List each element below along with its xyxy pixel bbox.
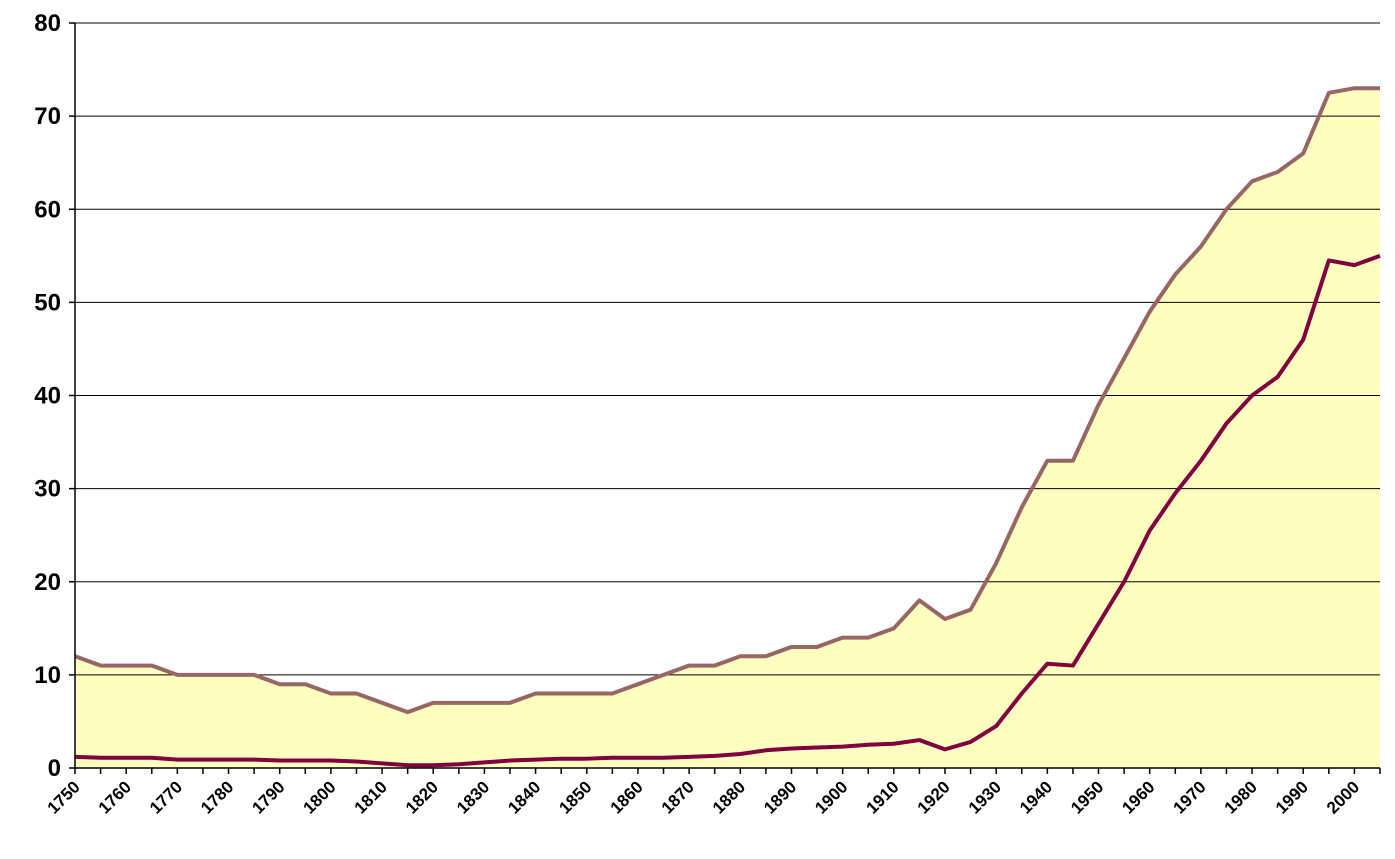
- x-tick-label: 1870: [658, 777, 698, 817]
- x-tick-label: 1850: [555, 777, 595, 817]
- x-tick-label: 1830: [453, 777, 493, 817]
- x-tick-label: 1750: [44, 777, 84, 817]
- y-tick-label: 80: [34, 10, 61, 37]
- y-tick-label: 0: [48, 755, 61, 782]
- x-tick-label: 1920: [914, 777, 954, 817]
- y-tick-label: 10: [34, 662, 61, 689]
- series-line-upper: [74, 86, 1380, 715]
- y-tick-label: 20: [34, 569, 61, 596]
- x-tick-label: 1760: [95, 777, 135, 817]
- x-tick-label: 1810: [351, 777, 391, 817]
- x-tick-label: 1990: [1272, 777, 1312, 817]
- x-tick-label: 1970: [1170, 777, 1210, 817]
- x-tick-label: 1910: [862, 777, 902, 817]
- x-tick-label: 1960: [1118, 777, 1158, 817]
- x-tick-label: 1950: [1067, 777, 1107, 817]
- x-tick-label: 1890: [760, 777, 800, 817]
- x-tick-label: 1980: [1221, 777, 1261, 817]
- series-line-lower: [74, 253, 1381, 768]
- y-tick-label: 60: [34, 196, 61, 223]
- x-tick-label: 1840: [504, 777, 544, 817]
- area-fill: [75, 88, 1380, 768]
- y-tick-label: 40: [34, 383, 61, 410]
- x-tick-label: 1860: [607, 777, 647, 817]
- x-tick-label: 1930: [965, 777, 1005, 817]
- y-tick-label: 70: [34, 103, 61, 130]
- x-tick-label: 2000: [1323, 777, 1363, 817]
- x-tick-label: 1790: [248, 777, 288, 817]
- x-tick-label: 1900: [811, 777, 851, 817]
- x-tick-label: 1820: [402, 777, 442, 817]
- x-tick-label: 1880: [709, 777, 749, 817]
- x-tick-label: 1770: [146, 777, 186, 817]
- y-tick-label: 30: [34, 476, 61, 503]
- x-tick-label: 1940: [1016, 777, 1056, 817]
- x-tick-label: 1780: [197, 777, 237, 817]
- x-tick-label: 1800: [300, 777, 340, 817]
- y-tick-label: 50: [34, 289, 61, 316]
